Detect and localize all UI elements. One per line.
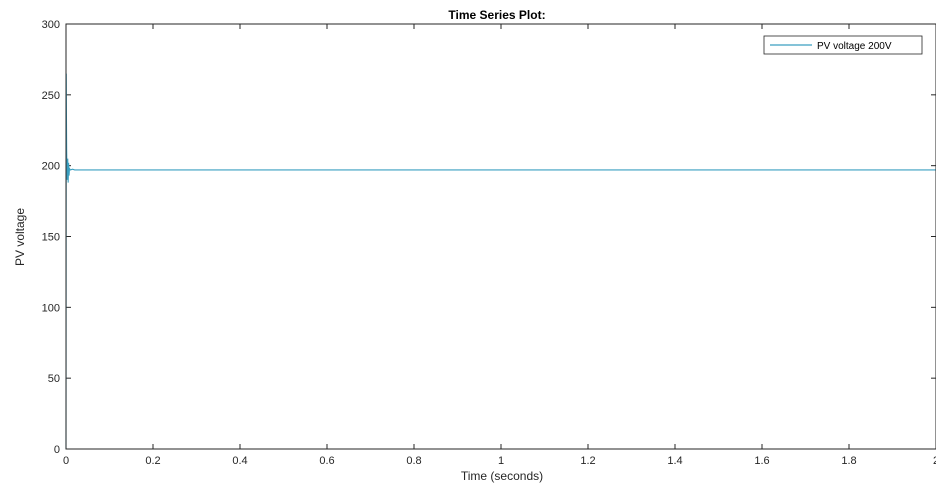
y-tick-label: 50 <box>48 373 60 385</box>
legend: PV voltage 200V <box>763 35 923 55</box>
y-tick-label: 100 <box>42 302 60 314</box>
axes-box <box>65 23 936 450</box>
axes-background <box>66 24 936 449</box>
y-tick-labels: 0 50 100 150 200 250 300 <box>42 19 60 456</box>
x-tick-label: 1.6 <box>754 455 769 467</box>
y-axis-label: PV voltage <box>13 208 27 266</box>
y-tick-label: 200 <box>42 161 60 173</box>
x-tick-label: 0.2 <box>145 455 160 467</box>
x-tick-label: 1.8 <box>841 455 856 467</box>
chart-title: Time Series Plot: <box>448 8 545 22</box>
x-tick-label: 1.2 <box>580 455 595 467</box>
x-tick-label: 0 <box>63 455 69 467</box>
x-tick-labels: 0 0.2 0.4 0.6 0.8 1 1.2 1.4 1.6 1.8 2 <box>63 455 936 467</box>
x-tick-label: 1 <box>498 455 504 467</box>
series-line-pv-voltage <box>65 73 936 450</box>
x-tick-label: 0.4 <box>232 455 247 467</box>
y-tick-label: 150 <box>42 232 60 244</box>
ticks-layer <box>65 23 936 450</box>
y-tick-label: 0 <box>54 444 60 456</box>
x-tick-label: 2 <box>933 455 936 467</box>
legend-label: PV voltage 200V <box>817 41 892 52</box>
x-axis-label: Time (seconds) <box>461 469 543 483</box>
x-tick-label: 0.6 <box>319 455 334 467</box>
y-tick-label: 250 <box>42 90 60 102</box>
x-tick-label: 0.8 <box>406 455 421 467</box>
y-tick-label: 300 <box>42 19 60 31</box>
legend-box <box>763 35 923 55</box>
x-tick-label: 1.4 <box>667 455 682 467</box>
series-layer <box>65 73 936 450</box>
